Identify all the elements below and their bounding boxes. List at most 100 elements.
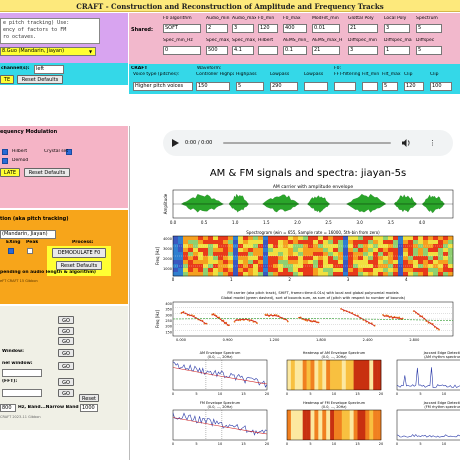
craft-input-5[interactable]	[334, 82, 356, 91]
spectrogram-cell	[368, 264, 374, 269]
craft-input-3[interactable]: 290	[270, 82, 298, 91]
craft-input-7[interactable]: 5	[382, 82, 398, 91]
speaker-select-top[interactable]: 8.Guo (Mandarin, Jiayan)	[0, 47, 96, 56]
apply-button-top[interactable]: TE	[0, 75, 14, 84]
shared-input2-5[interactable]: 21	[312, 46, 340, 55]
shared-input-3[interactable]: 120	[258, 24, 278, 33]
spectrogram-cell	[433, 252, 439, 257]
audio-seek-bar[interactable]	[223, 142, 391, 144]
spectrogram-cell	[418, 240, 424, 245]
reset-defaults-top-button[interactable]: Reset Defaults	[17, 75, 63, 84]
shared-input2-0[interactable]: 0	[163, 46, 201, 55]
go-button-6[interactable]: GO	[58, 378, 74, 386]
peak-checkbox[interactable]	[27, 248, 33, 254]
hz-input-2[interactable]: 1000	[80, 404, 98, 412]
spectrogram-cell	[398, 244, 404, 249]
crystal-set-checkbox[interactable]	[66, 149, 72, 155]
window-select[interactable]	[2, 369, 42, 377]
spectrogram-cell	[323, 252, 329, 257]
go-button-7[interactable]: GO	[58, 389, 74, 397]
xing-checkbox[interactable]	[8, 248, 14, 254]
play-icon[interactable]	[172, 139, 179, 147]
spectrogram-cell	[188, 256, 194, 261]
spectrogram-cell	[358, 240, 364, 245]
shared-input2-7[interactable]: 1	[384, 46, 410, 55]
go-button-3[interactable]: GO	[58, 337, 74, 345]
shared-input2-2[interactable]: 4.1	[232, 46, 254, 55]
channel-select[interactable]: left	[34, 65, 64, 74]
craft-input-1[interactable]: 150	[196, 82, 230, 91]
spectrogram-cell	[323, 272, 329, 277]
spectrogram-cell	[248, 256, 254, 261]
spectrogram-cell	[438, 268, 444, 273]
pitch-reset-defaults-button[interactable]: Reset Defaults	[56, 261, 102, 270]
spectrogram-cell	[188, 268, 194, 273]
voice-type-select[interactable]: Higher pitch voices	[133, 82, 193, 91]
more-options-icon[interactable]: ⋮	[429, 139, 436, 147]
hilbert-checkbox[interactable]	[2, 149, 8, 155]
go-button-2[interactable]: GO	[58, 327, 74, 335]
shared-input2-3[interactable]	[258, 46, 278, 55]
shared-input-0[interactable]: SOFT	[163, 24, 201, 33]
go-button-4[interactable]: GO	[58, 349, 74, 357]
shared-input-4[interactable]: 400	[283, 24, 307, 33]
spectrogram-cell	[248, 268, 254, 273]
shared-input-7[interactable]: 3	[384, 24, 410, 33]
small-plot-xtick: 5	[309, 442, 311, 446]
spectrogram-cell	[368, 256, 374, 261]
spectrogram-cell	[223, 268, 229, 273]
shared-input2-4[interactable]: 0.1	[283, 46, 307, 55]
spectrogram-cell	[213, 272, 219, 277]
spectrogram-cell	[173, 272, 179, 277]
spectrogram-cell	[363, 268, 369, 273]
spectrogram-cell	[373, 236, 379, 241]
shared-input2-6[interactable]: 3	[348, 46, 378, 55]
fm-reset-defaults-button[interactable]: Reset Defaults	[24, 168, 70, 177]
spectrogram-cell	[193, 240, 199, 245]
go-button-1[interactable]: GO	[58, 316, 74, 324]
craft-input-2[interactable]: 5	[236, 82, 264, 91]
spectrogram-cell	[328, 240, 334, 245]
heatmap-cell	[287, 360, 292, 390]
f0-point	[180, 312, 183, 315]
small-plot-xtick: 20	[379, 392, 383, 396]
spectrogram-cell	[248, 236, 254, 241]
demodulate-f0-button[interactable]: DEMODULATE F0	[52, 248, 106, 258]
spectrogram-cell	[238, 272, 244, 277]
spectrogram-cell	[228, 272, 234, 277]
heatmap-cell	[326, 410, 331, 440]
shared-input-6[interactable]: 21	[348, 24, 378, 33]
spectrogram-cell	[183, 252, 189, 257]
shared-input-2[interactable]: 3	[232, 24, 254, 33]
shared-input-8[interactable]: 5	[416, 24, 442, 33]
craft-input-4[interactable]	[304, 82, 328, 91]
fm-apply-button[interactable]: LATE	[0, 168, 20, 177]
volume-icon[interactable]	[402, 139, 411, 147]
spectrogram-cell	[348, 236, 354, 241]
craft-input-9[interactable]: 100	[430, 82, 452, 91]
fft-select[interactable]	[2, 389, 42, 397]
heatmap-cell	[349, 360, 354, 390]
craft-input-6[interactable]	[362, 82, 378, 91]
go-button-5[interactable]: GO	[58, 362, 74, 370]
hz-input-1[interactable]: 800	[0, 404, 16, 412]
spectrogram-cell	[263, 260, 269, 265]
spectrogram-cell	[248, 260, 254, 265]
spectrogram-cell	[388, 240, 394, 245]
pitch-speaker-select[interactable]: (Mandarin, Jiayan)	[0, 230, 56, 239]
small-plot-subtitle: (0.0, ..., 20Hz)	[207, 405, 233, 409]
spectrogram-cell	[343, 260, 349, 265]
shared-input2-8[interactable]: 5	[416, 46, 442, 55]
spectrogram-cell	[298, 244, 304, 249]
small-plot-title: FM Envelope Spectrum	[200, 401, 241, 405]
shared-input-5[interactable]: 0.01	[312, 24, 340, 33]
audio-player[interactable]: 0:00 / 0:00 ⋮	[163, 130, 453, 156]
spectrogram-cell	[333, 248, 339, 253]
craft-input-8[interactable]: 120	[404, 82, 424, 91]
small-plot-subtitle: (FM rhythm spectrum)	[424, 405, 460, 409]
shared-input-1[interactable]: 2	[206, 24, 228, 33]
spectrogram-cell	[208, 272, 214, 277]
demod-checkbox[interactable]	[2, 158, 8, 164]
shared-input2-1[interactable]: 500	[206, 46, 228, 55]
reset-button-bottom[interactable]: Reset	[79, 394, 99, 402]
